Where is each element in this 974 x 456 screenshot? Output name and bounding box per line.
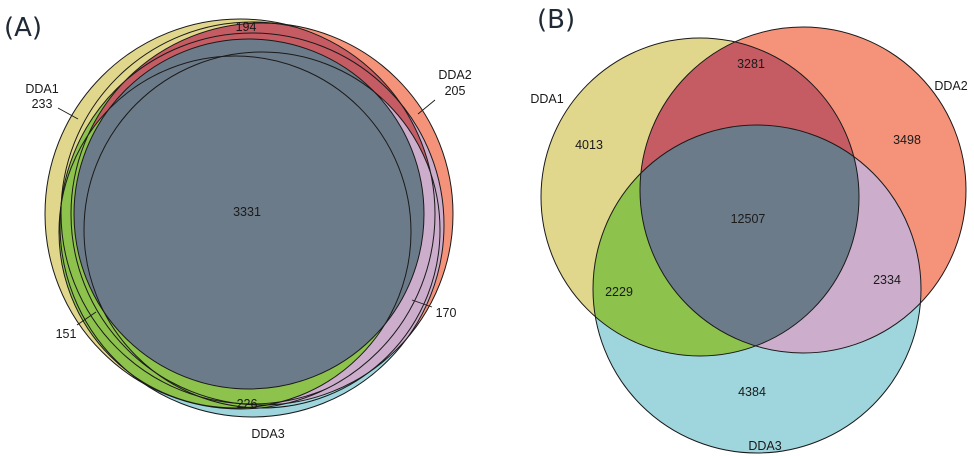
panel-a-triple-region — [74, 39, 424, 389]
panel-b-dda1-label: DDA1 — [530, 92, 563, 106]
panel-b-dda3-outline — [592, 124, 922, 454]
panel-a-dda3-label: DDA3 — [251, 427, 284, 441]
panel-a-leader-151 — [76, 311, 97, 326]
panel-b-only2-count: 3498 — [893, 133, 921, 147]
panel-a-only1-count: 233 — [32, 97, 53, 111]
panel-b-s23-count: 2334 — [873, 273, 901, 287]
panel-b-dda2-label: DDA2 — [934, 79, 967, 93]
panel-a-dda2-outline — [70, 22, 454, 406]
panel-a-label: (A) — [4, 13, 42, 43]
panel-a-only2-count: 205 — [445, 84, 466, 98]
panel-b-dda1-outline — [540, 37, 860, 357]
panel-a-dda1-outline — [44, 18, 436, 410]
panel-b: (B) DDA1 DDA2 DDA3 — [530, 5, 968, 454]
panel-a-s23-count: 170 — [436, 306, 457, 320]
panel-a-dda2-label: DDA2 — [438, 68, 471, 82]
panel-a-triple-outline — [73, 38, 425, 390]
panel-a-leader-dda2 — [417, 99, 436, 115]
panel-b-only1-count: 4013 — [575, 138, 603, 152]
panel-a-dda3-outline — [59, 32, 445, 418]
panel-b-dda2-outline — [639, 26, 967, 354]
panel-a-s12-count: 194 — [236, 20, 257, 34]
panel-a-inner-purple-outline — [83, 51, 441, 409]
panel-b-dda3-label: DDA3 — [748, 439, 781, 453]
panel-a-dda1-label: DDA1 — [25, 82, 58, 96]
panel-a-s123-count: 3331 — [233, 205, 261, 219]
panel-a-leader-170 — [411, 299, 433, 308]
panel-b-s13-count: 2229 — [605, 285, 633, 299]
panel-a-s13-count: 151 — [56, 327, 77, 341]
panel-b-triple-region — [640, 125, 859, 353]
panel-a-inner-green-outline — [58, 55, 412, 409]
panel-b-label: (B) — [537, 5, 575, 35]
panel-b-only3-count: 4384 — [738, 385, 766, 399]
panel-a: (A) — [4, 13, 472, 441]
panel-b-s12-count: 3281 — [737, 57, 765, 71]
panel-a-leader-dda1 — [57, 107, 79, 120]
panel-b-s123-count: 12507 — [731, 212, 766, 226]
panel-a-inner-red-outline — [60, 21, 435, 405]
panel-a-only3-count: 226 — [237, 397, 258, 411]
